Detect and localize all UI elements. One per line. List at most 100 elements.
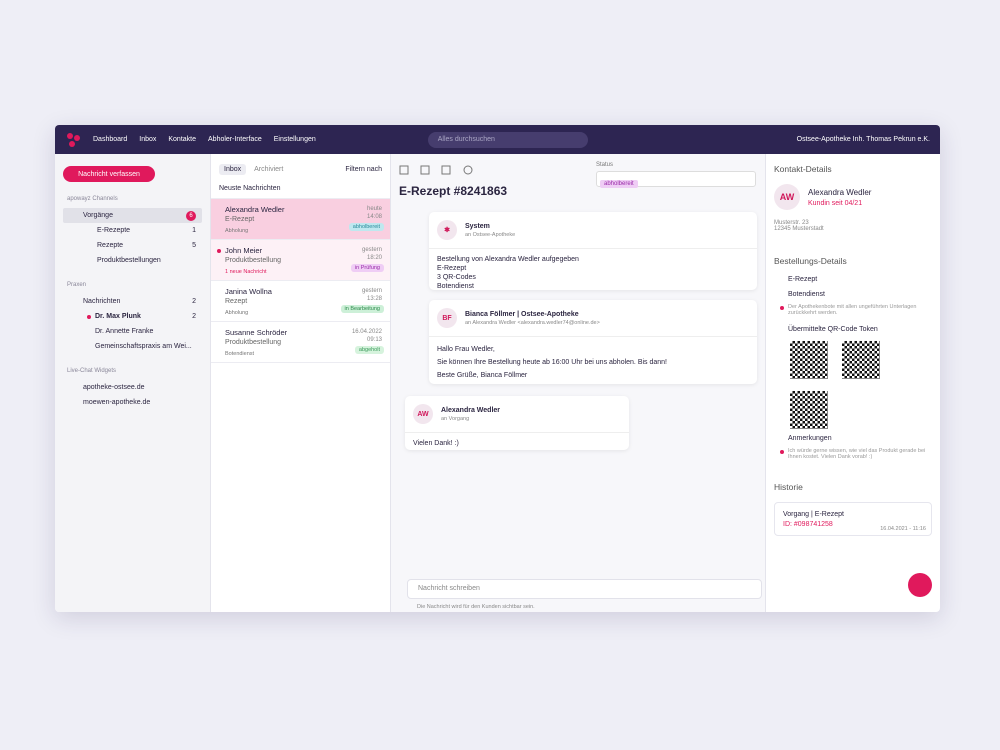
line: Botendienst (437, 283, 474, 290)
recipient: an Ostsee-Apotheke (465, 231, 516, 238)
nav-row[interactable]: Dr. Annette Franke (63, 324, 202, 339)
delivery-note: Der Apothekenbote mit allen ungeführten … (788, 304, 917, 316)
name: John Meier (225, 246, 263, 255)
sort[interactable]: Neuste Nachrichten (211, 181, 390, 199)
filter[interactable]: Filtern nach (345, 166, 382, 173)
message-list: Inbox Archiviert Filtern nach Neuste Nac… (210, 154, 390, 612)
line: Vielen Dank! :) (413, 440, 459, 447)
title: E-Rezept #8241863 (399, 184, 508, 198)
dot (87, 314, 91, 319)
label: E-Rezepte (97, 227, 131, 234)
avatar: AW (413, 404, 433, 424)
nav-item[interactable]: Kontakte (168, 136, 197, 143)
logo (67, 132, 80, 147)
input-hint: Die Nachricht wird für den Kunden sichtb… (417, 604, 535, 610)
avatar: BF (437, 308, 457, 328)
note: Abholung (225, 310, 249, 316)
recipient: an Vorgang (441, 415, 470, 422)
label: Dr. Annette Franke (95, 328, 154, 335)
heading: Live-Chat Widgets (67, 368, 117, 374)
nav-row[interactable]: Rezepte 5 (63, 238, 202, 253)
nav-item[interactable]: Einstellungen (273, 136, 316, 143)
note: Botendienst (225, 351, 255, 357)
date: heute (366, 206, 382, 212)
recipient: an Alexandra Wedler <alexandra.wedler74@… (465, 319, 600, 326)
sender: System (465, 222, 490, 230)
top-nav: Dashboard Inbox Kontakte Abholer-Interfa… (55, 125, 940, 154)
list-item[interactable]: Janina Wollna Rezept Abholung gestern 13:28 i… (211, 281, 390, 322)
label: Rezepte (97, 242, 124, 249)
label: Produktbestellungen (97, 257, 161, 264)
account[interactable]: Ostsee-Apotheke Inh. Thomas Pekrun e.K. (796, 136, 930, 143)
heading: Kontakt-Details (774, 164, 832, 174)
label: Dr. Max Plunk (95, 313, 141, 320)
count: 2 (192, 313, 196, 320)
search[interactable]: Alles durchsuchen (427, 131, 588, 148)
qr-codes (774, 333, 932, 431)
nav-item[interactable]: Inbox (139, 136, 157, 143)
nav-row[interactable]: Gemeinschaftspraxis am Wei... (63, 339, 202, 354)
nav-row[interactable]: Nachrichten 2 (63, 294, 202, 309)
heading: Historie (774, 482, 803, 492)
nav-row[interactable]: Produktbestellungen (63, 253, 202, 268)
message: AW Alexandra Wedler an Vorgang Vielen Dank!… (405, 396, 629, 450)
nav-row[interactable]: Vorgänge 6 (63, 208, 202, 223)
nav-row[interactable]: E-Rezepte 1 (63, 223, 202, 238)
delivery: Botendienst (788, 291, 825, 298)
nav-item[interactable]: Abholer-Interface (208, 136, 262, 143)
toolbar-icons (399, 165, 473, 175)
history-card[interactable]: Vorgang | E-Rezept ID: #098741258 16.04.20… (774, 502, 932, 536)
qr-code (842, 341, 880, 379)
city: 12345 Musterstadt (774, 226, 824, 232)
tab[interactable]: Inbox (219, 164, 247, 175)
line: Beste Grüße, Bianca Föllmer (437, 372, 528, 379)
qr-code (790, 341, 828, 379)
avatar: AW (774, 184, 800, 210)
tab[interactable]: Archiviert (254, 166, 284, 173)
nav-row[interactable]: apotheke-ostsee.de (63, 380, 202, 395)
sender: Alexandra Wedler (441, 406, 501, 414)
conversation: E-Rezept #8241863 Status abholbereit ✱ Sy… (390, 154, 765, 612)
status-select[interactable]: abholbereit (596, 171, 756, 188)
history-id: ID: #098741258 (783, 521, 833, 528)
list-item[interactable]: John Meier Produktbestellung 1 neue Nachri… (211, 240, 390, 281)
time: 14:08 (366, 214, 382, 220)
fab[interactable] (908, 573, 932, 597)
qr-code (790, 391, 828, 429)
label: moewen-apotheke.de (83, 399, 151, 406)
time: 18:20 (366, 255, 382, 261)
message: BF Bianca Föllmer | Ostsee-Apotheke an Ale… (429, 300, 757, 384)
name: Susanne Schröder (225, 328, 288, 337)
list-item[interactable]: Susanne Schröder Produktbestellung Botendi… (211, 322, 390, 363)
list-item[interactable]: Alexandra Wedler E-Rezept Abholung heute 14:… (211, 199, 390, 240)
dot (780, 450, 784, 454)
sidebar: Nachricht verfassen apowayz Channels Vor… (55, 154, 210, 612)
status: abgeholt (354, 346, 384, 354)
type: E-Rezept (225, 216, 255, 223)
count: 1 (192, 227, 196, 234)
status-value: abholbereit (600, 180, 638, 188)
heading: apowayz Channels (67, 196, 118, 202)
line: Hallo Frau Wedler, (437, 346, 495, 353)
line: E-Rezept (437, 265, 467, 272)
history-title: Vorgang | E-Rezept (783, 511, 844, 518)
name: Alexandra Wedler (808, 187, 872, 197)
line: 3 QR-Codes (437, 274, 476, 281)
dot (780, 306, 784, 310)
type: Produktbestellung (225, 257, 282, 264)
app-window: Dashboard Inbox Kontakte Abholer-Interfa… (55, 125, 940, 612)
compose-button[interactable]: Nachricht verfassen (63, 166, 155, 182)
nav-row[interactable]: moewen-apotheke.de (63, 395, 202, 410)
street: Musterstr. 23 (774, 220, 809, 226)
heading: Bestellungs-Details (774, 256, 847, 266)
count: 2 (192, 298, 196, 305)
note: Ich würde gerne wissen, wie viel das Pro… (788, 448, 926, 460)
status: in Bearbeitung (340, 305, 384, 313)
note: Abholung (225, 228, 249, 234)
message-input[interactable]: Nachricht schreiben (407, 579, 762, 599)
nav-row[interactable]: Dr. Max Plunk 2 (63, 309, 202, 324)
line: Bestellung von Alexandra Wedler aufgegeb… (437, 256, 579, 263)
details: Kontakt-Details AW Alexandra Wedler Kundin… (765, 154, 940, 612)
nav-item[interactable]: Dashboard (93, 136, 128, 143)
